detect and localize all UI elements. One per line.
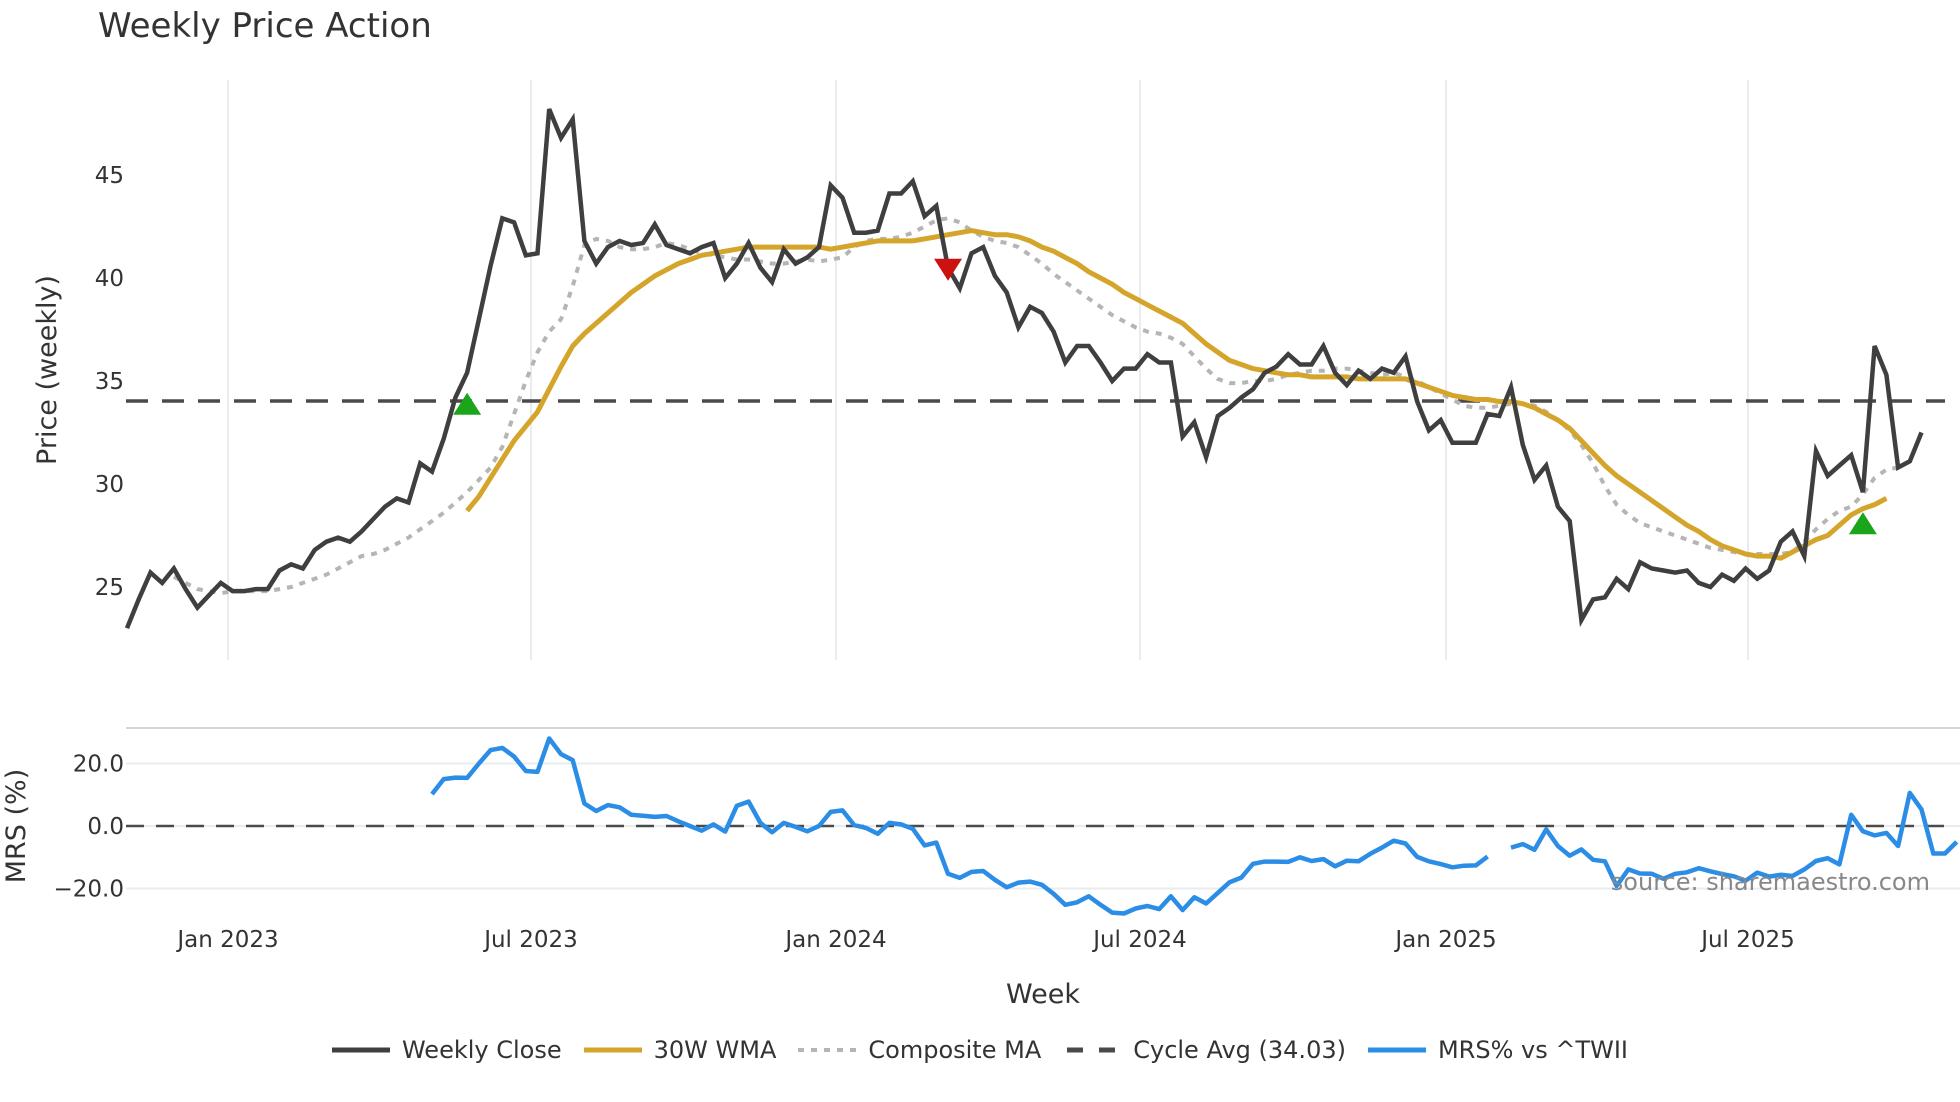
x-tick-label: Jan 2024 xyxy=(783,927,886,953)
x-tick-label: Jul 2023 xyxy=(482,927,578,953)
legend-item-close: Weekly Close xyxy=(331,1036,562,1064)
weekly-close-line xyxy=(124,108,1924,630)
mrs-line xyxy=(1510,790,1959,889)
buy-signal-marker xyxy=(453,392,482,415)
x-tick-label: Jul 2024 xyxy=(1091,927,1187,953)
mrs-y-axis: 20.0 0.0 −20.0 xyxy=(54,752,124,903)
x-axis-label: Week xyxy=(1006,979,1080,1010)
legend-swatch-cycle-icon xyxy=(1063,1047,1122,1053)
series-layer xyxy=(124,108,1959,916)
legend-label: Weekly Close xyxy=(401,1036,562,1064)
mrs-tick-label: 20.0 xyxy=(73,752,124,778)
x-tick-label: Jan 2025 xyxy=(1393,927,1496,953)
price-tick-label: 30 xyxy=(95,472,124,498)
chart-title: Weekly Price Action xyxy=(98,6,432,46)
legend-swatch-close-icon xyxy=(331,1047,390,1053)
mrs-tick-label: 0.0 xyxy=(87,814,124,840)
price-tick-label: 40 xyxy=(95,266,124,292)
legend-swatch-mrs-icon xyxy=(1367,1047,1426,1053)
x-axis: Jan 2023 Jul 2023 Jan 2024 Jul 2024 Jan 2025… xyxy=(175,927,1794,953)
signal-markers xyxy=(453,258,1877,535)
price-axis-label: Price (weekly) xyxy=(32,275,63,465)
x-tick-label: Jul 2025 xyxy=(1699,927,1795,953)
price-tick-label: 35 xyxy=(95,369,124,395)
legend-label: MRS% vs ^TWII xyxy=(1437,1036,1629,1064)
wma-line xyxy=(465,228,1888,561)
mrs-line xyxy=(430,736,1489,916)
legend-label: 30W WMA xyxy=(653,1036,777,1064)
legend-swatch-composite-icon xyxy=(798,1048,857,1052)
legend-item-cycle: Cycle Avg (34.03) xyxy=(1063,1036,1346,1064)
price-y-axis: 25 30 35 40 45 xyxy=(95,163,124,601)
legend-label: Composite MA xyxy=(868,1036,1042,1064)
price-tick-label: 25 xyxy=(95,575,124,601)
gridlines xyxy=(126,80,1960,890)
legend-item-composite: Composite MA xyxy=(798,1036,1041,1064)
legend-label: Cycle Avg (34.03) xyxy=(1133,1036,1346,1064)
watermark: source: sharemaestro.com xyxy=(1611,868,1930,896)
composite-ma-line xyxy=(172,216,1899,596)
legend-item-wma: 30W WMA xyxy=(583,1036,777,1064)
mrs-tick-label: −20.0 xyxy=(54,877,124,903)
legend-item-mrs: MRS% vs ^TWII xyxy=(1367,1036,1629,1064)
legend-swatch-wma-icon xyxy=(583,1047,642,1053)
sell-signal-marker xyxy=(934,258,963,281)
price-tick-label: 45 xyxy=(95,163,124,189)
buy-signal-marker xyxy=(1848,512,1877,535)
legend: Weekly Close 30W WMA Composite MA Cycle Avg… xyxy=(0,1036,1960,1064)
mrs-axis-label: MRS (%) xyxy=(1,769,32,884)
x-tick-label: Jan 2023 xyxy=(175,927,278,953)
